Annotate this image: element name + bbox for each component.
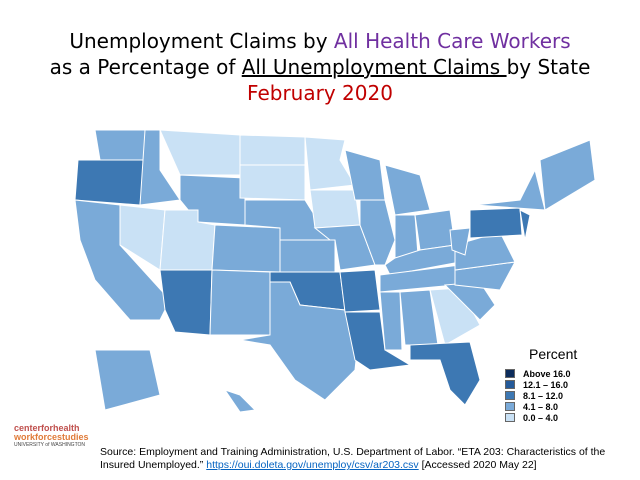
title-date: February 2020 [247,81,393,105]
state [239,164,306,201]
legend-item: 8.1 – 12.0 [505,390,577,401]
state [344,311,412,371]
legend-item: Above 16.0 [505,368,577,379]
state [304,136,356,191]
legend-swatch [505,391,515,400]
legend: Percent Above 16.0 12.1 – 16.0 8.1 – 12.0 4… [505,346,577,423]
state [159,129,241,176]
legend-label: 4.1 – 8.0 [523,401,559,412]
logo-text: centerforhealth [14,423,80,433]
source-text: Source: Employment and Training Administ… [100,446,606,471]
state [309,189,361,229]
legend-item: 4.1 – 8.0 [505,401,577,412]
title: Unemployment Claims by All Health Care W… [0,28,640,106]
state [239,281,361,401]
legend-label: Above 16.0 [523,368,571,379]
legend-label: 12.1 – 16.0 [523,379,569,390]
legend-label: 8.1 – 12.0 [523,390,564,401]
state [414,209,456,251]
state [139,129,181,206]
state [519,209,531,241]
title-text: by State [506,55,591,79]
legend-label: 0.0 – 4.0 [523,412,559,423]
state [474,168,546,211]
legend-item: 12.1 – 16.0 [505,379,577,390]
state [449,227,471,256]
source-link[interactable]: https://oui.doleta.gov/unemploy/csv/ar20… [206,459,419,471]
legend-title: Percent [529,346,578,362]
state [239,134,306,166]
logo: centerforhealth workforcestudies UNIVERS… [14,424,94,449]
logo-text: UNIVERSITY of WASHINGTON [14,442,86,448]
state [159,269,213,336]
legend-swatch [505,369,515,378]
title-line: Unemployment Claims by All Health Care W… [0,28,640,54]
state [209,269,271,336]
state [74,159,146,206]
state [409,341,481,406]
source-text: [Accessed 2020 May 22] [418,459,537,471]
title-text: Unemployment Claims by [69,29,334,53]
state [379,291,403,351]
title-highlight: All Health Care Workers [333,29,571,53]
title-text: as a Percentage of [49,55,242,79]
state [384,164,431,216]
state [211,224,281,273]
legend-swatch [505,380,515,389]
state [469,207,523,239]
state [279,239,336,273]
legend-swatch [505,413,515,422]
logo-text: workforcestudies [14,432,89,442]
source: Source: Employment and Training Administ… [100,446,630,472]
state [94,349,161,411]
state [94,129,149,161]
legend-swatch [505,402,515,411]
title-underlined: All Unemployment Claims [241,55,507,79]
title-line: as a Percentage of All Unemployment Clai… [0,54,640,80]
legend-item: 0.0 – 4.0 [505,412,577,423]
state [339,269,381,313]
state [539,139,596,211]
state [223,389,257,413]
